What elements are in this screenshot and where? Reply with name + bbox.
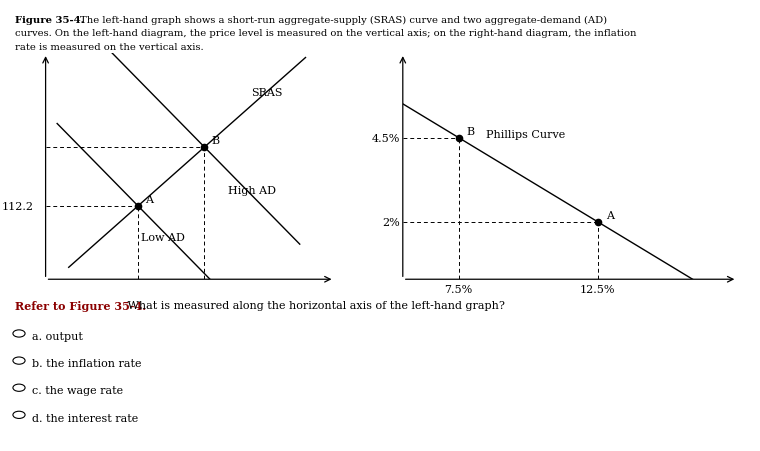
Text: 4.5%: 4.5%: [372, 133, 400, 143]
Text: c. the wage rate: c. the wage rate: [32, 386, 123, 396]
Text: curves. On the left-hand diagram, the price level is measured on the vertical ax: curves. On the left-hand diagram, the pr…: [15, 29, 637, 38]
Text: What is measured along the horizontal axis of the left-hand graph?: What is measured along the horizontal ax…: [124, 300, 505, 310]
Text: 12.5%: 12.5%: [580, 285, 616, 295]
Text: A: A: [145, 194, 154, 204]
Text: Phillips Curve: Phillips Curve: [486, 130, 565, 140]
Text: B: B: [211, 136, 220, 146]
Text: The left-hand graph shows a short-run aggregate-supply (SRAS) curve and two aggr: The left-hand graph shows a short-run ag…: [80, 16, 607, 25]
Text: 2%: 2%: [382, 217, 400, 227]
Text: 7.5%: 7.5%: [445, 285, 473, 295]
Text: B: B: [467, 127, 475, 137]
Text: Refer to Figure 35-4.: Refer to Figure 35-4.: [15, 300, 147, 311]
Text: a. output: a. output: [32, 331, 83, 341]
Text: SRAS: SRAS: [251, 88, 282, 98]
Text: 112.2: 112.2: [2, 202, 34, 212]
Text: High AD: High AD: [227, 186, 276, 196]
Text: Figure 35-4.: Figure 35-4.: [15, 16, 84, 25]
Text: Low AD: Low AD: [141, 233, 185, 243]
Text: d. the interest rate: d. the interest rate: [32, 413, 138, 423]
Text: A: A: [606, 211, 614, 221]
Text: rate is measured on the vertical axis.: rate is measured on the vertical axis.: [15, 43, 204, 52]
Text: b. the inflation rate: b. the inflation rate: [32, 359, 141, 368]
